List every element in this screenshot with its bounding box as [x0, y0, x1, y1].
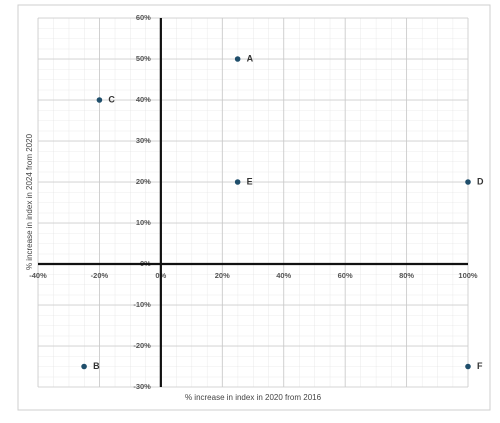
y-tick-label: 10% [136, 218, 151, 227]
point [465, 363, 471, 370]
y-tick-label: -10% [133, 300, 151, 309]
x-tick-label: 60% [338, 271, 353, 280]
x-tick-label: 20% [215, 271, 230, 280]
x-tick-label: 100% [458, 271, 478, 280]
point-label: A [247, 53, 254, 63]
point-label: B [93, 361, 100, 371]
x-tick-label: -20% [91, 271, 109, 280]
point-label: F [477, 361, 483, 371]
point [465, 179, 471, 185]
y-tick-label: 40% [136, 95, 151, 104]
x-tick-label: 80% [399, 271, 414, 280]
y-tick-label: 50% [136, 54, 151, 63]
y-tick-label: 60% [136, 13, 151, 22]
point [234, 56, 241, 62]
point [234, 179, 241, 185]
y-axis-title: % increase in index in 2024 from 2020 [25, 133, 34, 270]
point [81, 363, 87, 370]
y-tick-label: 20% [136, 177, 151, 186]
y-tick-label: -20% [133, 341, 151, 350]
x-tick-label: -40% [29, 271, 47, 280]
point [96, 97, 103, 103]
point-label: C [108, 94, 115, 104]
point-label: E [247, 176, 253, 186]
x-axis-title: % increase in index in 2020 from 2016 [185, 393, 322, 402]
x-tick-label: 40% [276, 271, 291, 280]
minor-grid [38, 18, 468, 387]
point-label: D [477, 176, 484, 186]
y-tick-label: -30% [133, 382, 151, 391]
y-tick-label: 30% [136, 136, 151, 145]
